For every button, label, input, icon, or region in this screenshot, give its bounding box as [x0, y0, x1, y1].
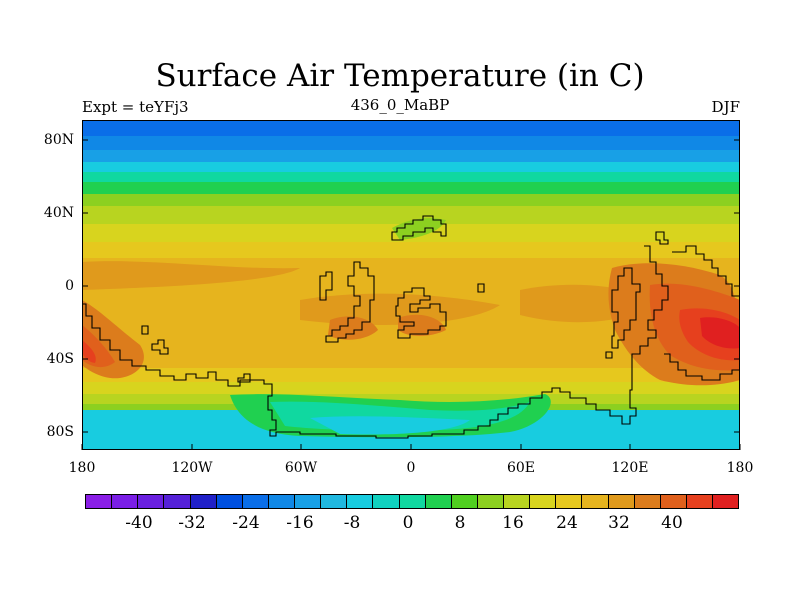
colorbar-label-8: 8	[454, 513, 466, 533]
coastline-east-south	[664, 353, 740, 381]
map-frame	[82, 120, 740, 450]
lat-label-40n: 40N	[43, 205, 74, 221]
colorbar-swatch-24	[713, 495, 739, 508]
colorbar-swatch-6	[242, 495, 269, 508]
coastline-north-island	[391, 215, 447, 241]
colorbar-swatch-23	[686, 495, 713, 508]
cold-region-south-deep	[310, 416, 470, 435]
lon-label-0: 0	[406, 460, 416, 476]
colorbar-swatch-13	[425, 495, 452, 508]
lon-label-120e: 120E	[611, 460, 649, 476]
lat-label-80n: 80N	[43, 132, 74, 148]
coastline-small-island-3	[477, 283, 485, 293]
colorbar-swatch-1	[112, 495, 139, 508]
colorbar-swatch-19	[582, 495, 609, 508]
warm-region-west-pacific	[82, 261, 300, 290]
colorbar-swatch-9	[321, 495, 348, 508]
colorbar-label-minus-40: -40	[125, 513, 153, 533]
colorbar-swatch-0	[86, 495, 113, 508]
map-title: Surface Air Temperature (in C)	[155, 58, 645, 94]
band-midlat-2	[82, 194, 740, 206]
coastline-central-islands	[395, 287, 447, 339]
band-south-1	[82, 368, 740, 382]
hot-region-east-spot	[700, 317, 740, 349]
band-arctic-2	[82, 136, 740, 150]
lon-label-60w: 60W	[284, 460, 318, 476]
colorbar-label-32: 32	[608, 513, 630, 533]
lon-label-60e: 60E	[506, 460, 536, 476]
colorbar-swatch-5	[216, 495, 243, 508]
colorbar-swatch-15	[477, 495, 504, 508]
colorbar-label-minus-24: -24	[232, 513, 260, 533]
colorbar-swatch-20	[608, 495, 635, 508]
season-label: DJF	[711, 98, 740, 116]
colorbar-label-24: 24	[556, 513, 578, 533]
lon-label-180w: 180	[68, 460, 96, 476]
colorbar-swatch-17	[530, 495, 557, 508]
coastlines	[82, 215, 740, 439]
lat-label-0: 0	[65, 278, 74, 294]
coastline-northeast-small	[655, 231, 669, 245]
hot-region-islands-2	[398, 314, 446, 336]
lon-label-180e: 180	[726, 460, 754, 476]
colorbar-swatch-21	[634, 495, 661, 508]
band-south-3	[82, 394, 740, 404]
colorbar	[85, 494, 739, 509]
coastline-small-island-5	[237, 373, 251, 383]
coastline-small-island-1	[141, 325, 149, 335]
band-subarctic-2	[82, 172, 740, 182]
colorbar-swatch-18	[556, 495, 583, 508]
hot-region-southwest-peak	[82, 340, 96, 363]
colorbar-swatch-3	[164, 495, 191, 508]
colorbar-swatch-11	[373, 495, 400, 508]
colorbar-swatch-12	[399, 495, 426, 508]
coastline-small-island-2	[151, 339, 169, 355]
colorbar-swatch-14	[451, 495, 478, 508]
band-south-2	[82, 382, 740, 394]
colorbar-swatch-4	[190, 495, 217, 508]
band-subtropic-2	[82, 242, 740, 258]
colorbar-swatch-2	[138, 495, 165, 508]
colorbar-label-16: 16	[502, 513, 524, 533]
colorbar-label-0: 0	[402, 513, 414, 533]
colorbar-swatch-7	[268, 495, 295, 508]
lat-label-80s: 80S	[46, 424, 74, 440]
colorbar-label-minus-16: -16	[286, 513, 314, 533]
band-subarctic-1	[82, 162, 740, 172]
lon-label-120w: 120W	[171, 460, 213, 476]
coastline-east-main	[672, 245, 740, 297]
colorbar-label-minus-8: -8	[343, 513, 361, 533]
time-label: 436_0_MaBP	[350, 96, 450, 114]
colorbar-label-40: 40	[661, 513, 683, 533]
band-arctic-3	[82, 150, 740, 162]
colorbar-swatch-22	[660, 495, 687, 508]
band-midlat-3	[82, 206, 740, 224]
colorbar-swatch-8	[295, 495, 322, 508]
coastline-east-continent	[82, 245, 669, 439]
band-arctic-1	[82, 120, 740, 136]
lat-label-40s: 40S	[46, 351, 74, 367]
experiment-label: Expt = teYFj3	[82, 98, 189, 116]
colorbar-swatch-16	[504, 495, 531, 508]
coastline-small-island-4	[605, 351, 613, 359]
colorbar-label-minus-32: -32	[178, 513, 206, 533]
coastline-west-continent	[319, 261, 375, 343]
band-midlat-1	[82, 182, 740, 194]
colorbar-swatch-10	[347, 495, 374, 508]
